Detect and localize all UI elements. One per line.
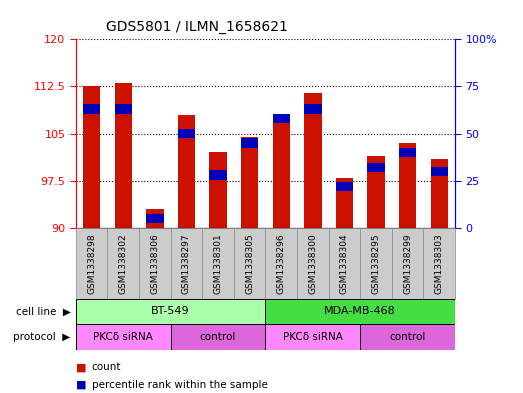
Bar: [392, 228, 424, 299]
Text: GSM1338298: GSM1338298: [87, 233, 96, 294]
Bar: [76, 228, 107, 299]
Bar: [83, 105, 100, 114]
Bar: [424, 228, 455, 299]
Bar: [76, 324, 170, 350]
Text: ■: ■: [76, 380, 86, 390]
Bar: [266, 324, 360, 350]
Bar: [304, 105, 322, 114]
Text: GSM1338299: GSM1338299: [403, 233, 412, 294]
Bar: [360, 228, 392, 299]
Bar: [209, 152, 226, 228]
Bar: [241, 138, 258, 148]
Text: GSM1338306: GSM1338306: [150, 233, 160, 294]
Text: GSM1338296: GSM1338296: [277, 233, 286, 294]
Bar: [266, 228, 297, 299]
Text: GSM1338297: GSM1338297: [182, 233, 191, 294]
Text: GSM1338304: GSM1338304: [340, 233, 349, 294]
Text: BT-549: BT-549: [151, 307, 190, 316]
Bar: [360, 324, 455, 350]
Bar: [209, 171, 226, 180]
Text: control: control: [200, 332, 236, 342]
Bar: [146, 214, 164, 223]
Text: percentile rank within the sample: percentile rank within the sample: [92, 380, 267, 390]
Bar: [304, 93, 322, 228]
Bar: [399, 143, 416, 228]
Text: GSM1338300: GSM1338300: [309, 233, 317, 294]
Text: PKCδ siRNA: PKCδ siRNA: [93, 332, 153, 342]
Bar: [170, 324, 266, 350]
Bar: [367, 163, 385, 172]
Bar: [367, 156, 385, 228]
Text: GDS5801 / ILMN_1658621: GDS5801 / ILMN_1658621: [106, 20, 288, 34]
Bar: [139, 228, 170, 299]
Text: ■: ■: [76, 362, 86, 373]
Bar: [146, 209, 164, 228]
Text: protocol  ▶: protocol ▶: [14, 332, 71, 342]
Bar: [430, 167, 448, 176]
Text: GSM1338295: GSM1338295: [371, 233, 381, 294]
Bar: [178, 115, 195, 228]
Bar: [178, 129, 195, 138]
Bar: [241, 137, 258, 228]
Bar: [328, 228, 360, 299]
Bar: [234, 228, 266, 299]
Bar: [430, 159, 448, 228]
Text: cell line  ▶: cell line ▶: [16, 307, 71, 316]
Bar: [272, 114, 290, 123]
Text: MDA-MB-468: MDA-MB-468: [324, 307, 396, 316]
Text: PKCδ siRNA: PKCδ siRNA: [283, 332, 343, 342]
Bar: [170, 228, 202, 299]
Text: count: count: [92, 362, 121, 373]
Text: GSM1338305: GSM1338305: [245, 233, 254, 294]
Bar: [115, 105, 132, 114]
Bar: [83, 86, 100, 228]
Bar: [336, 178, 353, 228]
Bar: [266, 299, 455, 324]
Text: GSM1338301: GSM1338301: [213, 233, 222, 294]
Bar: [336, 182, 353, 191]
Text: GSM1338303: GSM1338303: [435, 233, 444, 294]
Text: GSM1338302: GSM1338302: [119, 233, 128, 294]
Bar: [115, 83, 132, 228]
Bar: [297, 228, 328, 299]
Bar: [107, 228, 139, 299]
Text: control: control: [390, 332, 426, 342]
Bar: [272, 115, 290, 228]
Bar: [76, 299, 266, 324]
Bar: [399, 148, 416, 157]
Bar: [202, 228, 234, 299]
